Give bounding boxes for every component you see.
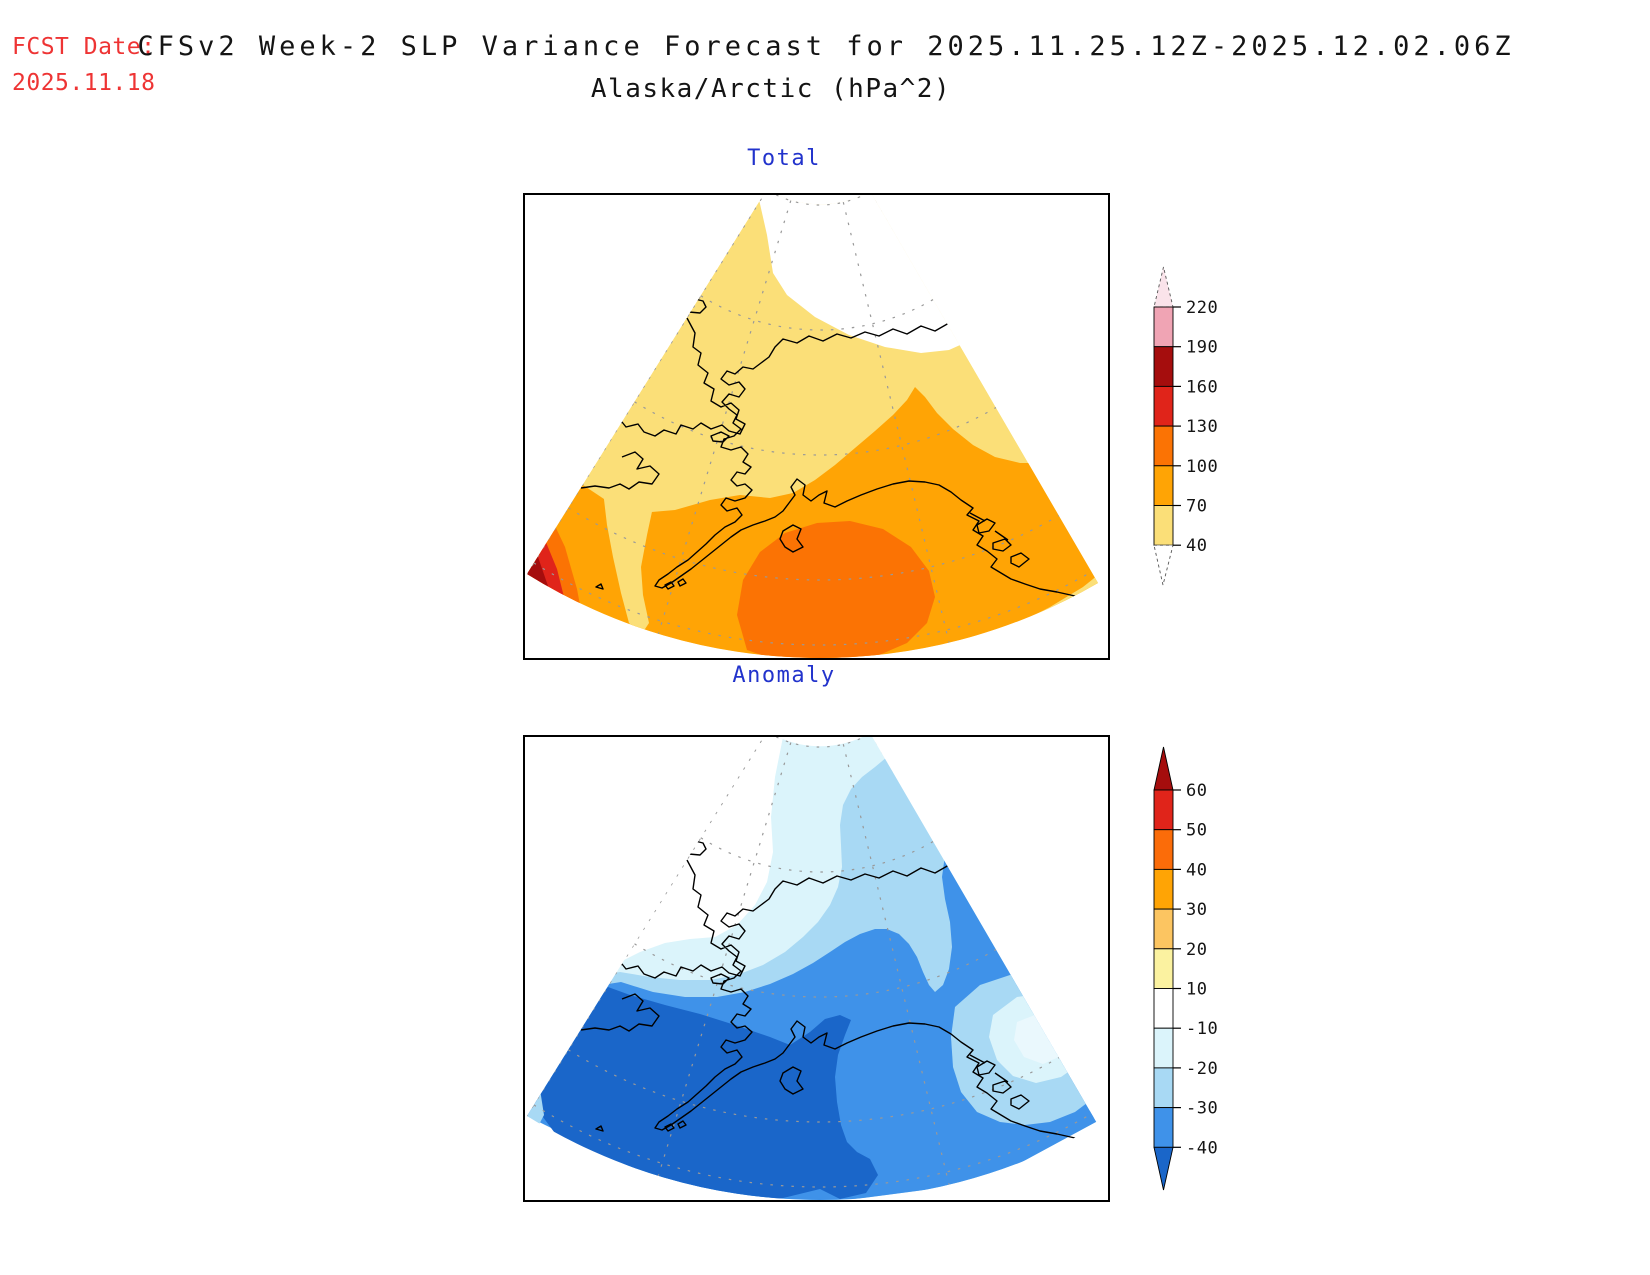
graticule-latitude-line xyxy=(700,295,935,331)
colorbar-tick-label: 50 xyxy=(1186,821,1207,841)
colorbar-tick-label: -10 xyxy=(1186,1019,1218,1039)
contour-region xyxy=(737,521,935,658)
fcst-date-label: FCST Date: xyxy=(12,34,156,60)
graticule-latitude-line xyxy=(634,401,998,456)
colorbar-segment xyxy=(1153,988,1174,1029)
colorbar-segment xyxy=(1153,1067,1174,1109)
colorbar-bottom-arrow xyxy=(1153,1146,1174,1191)
anomaly-map xyxy=(527,737,1098,1200)
coastline xyxy=(580,283,1098,604)
colorbar-segment xyxy=(1153,425,1174,467)
total-map xyxy=(527,195,1098,658)
contour-region xyxy=(603,491,653,635)
colorbar-tick-label: 100 xyxy=(1186,457,1218,477)
colorbar-segment xyxy=(1153,1027,1174,1069)
colorbar-tick-label: 20 xyxy=(1186,940,1207,960)
colorbar-tick-label: 190 xyxy=(1186,338,1218,358)
colorbar-tick-label: 10 xyxy=(1186,980,1207,1000)
colorbar-underflow-tail xyxy=(1153,544,1174,586)
graticule-latitude-line xyxy=(567,507,1062,581)
contour-region xyxy=(1097,1099,1098,1118)
colorbar-tick-label: 160 xyxy=(1186,377,1218,397)
fcst-date-value: 2025.11.18 xyxy=(12,70,156,96)
colorbar-tick-label: 60 xyxy=(1186,781,1207,801)
colorbar-segment xyxy=(1153,868,1174,910)
colorbar-tick-label: 130 xyxy=(1186,417,1218,437)
graticule-latitude-line xyxy=(634,943,998,998)
colorbar-overflow-tip xyxy=(1153,266,1174,308)
coastline xyxy=(580,825,1098,1146)
colorbar-tick-label: 40 xyxy=(1186,536,1207,556)
main-title: CFSv2 Week-2 SLP Variance Forecast for 2… xyxy=(137,31,1515,62)
colorbar-tick-label: 70 xyxy=(1186,497,1207,517)
graticule-latitude-line xyxy=(533,562,1095,646)
contour-region xyxy=(527,1075,544,1134)
panel-title-anomaly: Anomaly xyxy=(732,663,836,688)
panel-title-total: Total xyxy=(747,146,821,171)
colorbar-segment xyxy=(1153,1107,1174,1148)
colorbar-segment xyxy=(1153,306,1174,348)
total-map-frame xyxy=(523,193,1110,660)
graticule-latitude-line xyxy=(533,1104,1095,1188)
colorbar-segment xyxy=(1153,346,1174,387)
subtitle: Alaska/Arctic (hPa^2) xyxy=(590,74,952,104)
colorbar-segment xyxy=(1153,789,1174,831)
colorbar-segment xyxy=(1153,385,1174,427)
colorbar-tick-label: -40 xyxy=(1186,1138,1218,1158)
anomaly-colorbar: 60 50 40 30 20 10 -10 -20 -30 -40 xyxy=(1153,746,1218,1191)
colorbar-segment xyxy=(1153,505,1174,546)
graticule-latitude-line xyxy=(700,837,935,873)
colorbar-tick-label: 40 xyxy=(1186,860,1207,880)
colorbar-segment xyxy=(1153,948,1174,989)
colorbar-tick-label: -20 xyxy=(1186,1059,1218,1079)
contour-region xyxy=(527,387,1098,658)
colorbar-tick-label: 220 xyxy=(1186,298,1218,318)
graticule-latitude-line xyxy=(766,737,872,748)
graticule-latitude-line xyxy=(766,195,872,206)
colorbar-segment xyxy=(1153,908,1174,950)
colorbar-segment xyxy=(1153,465,1174,506)
contour-region xyxy=(527,987,878,1200)
graticule-latitude-line xyxy=(567,1049,1062,1123)
anomaly-map-frame xyxy=(523,735,1110,1202)
colorbar-top-arrow xyxy=(1153,746,1174,791)
colorbar-segment xyxy=(1153,829,1174,870)
total-colorbar: 220 190 160 130 100 70 40 xyxy=(1153,266,1218,586)
colorbar-tick-label: 30 xyxy=(1186,900,1207,920)
colorbar-tick-label: -30 xyxy=(1186,1099,1218,1119)
